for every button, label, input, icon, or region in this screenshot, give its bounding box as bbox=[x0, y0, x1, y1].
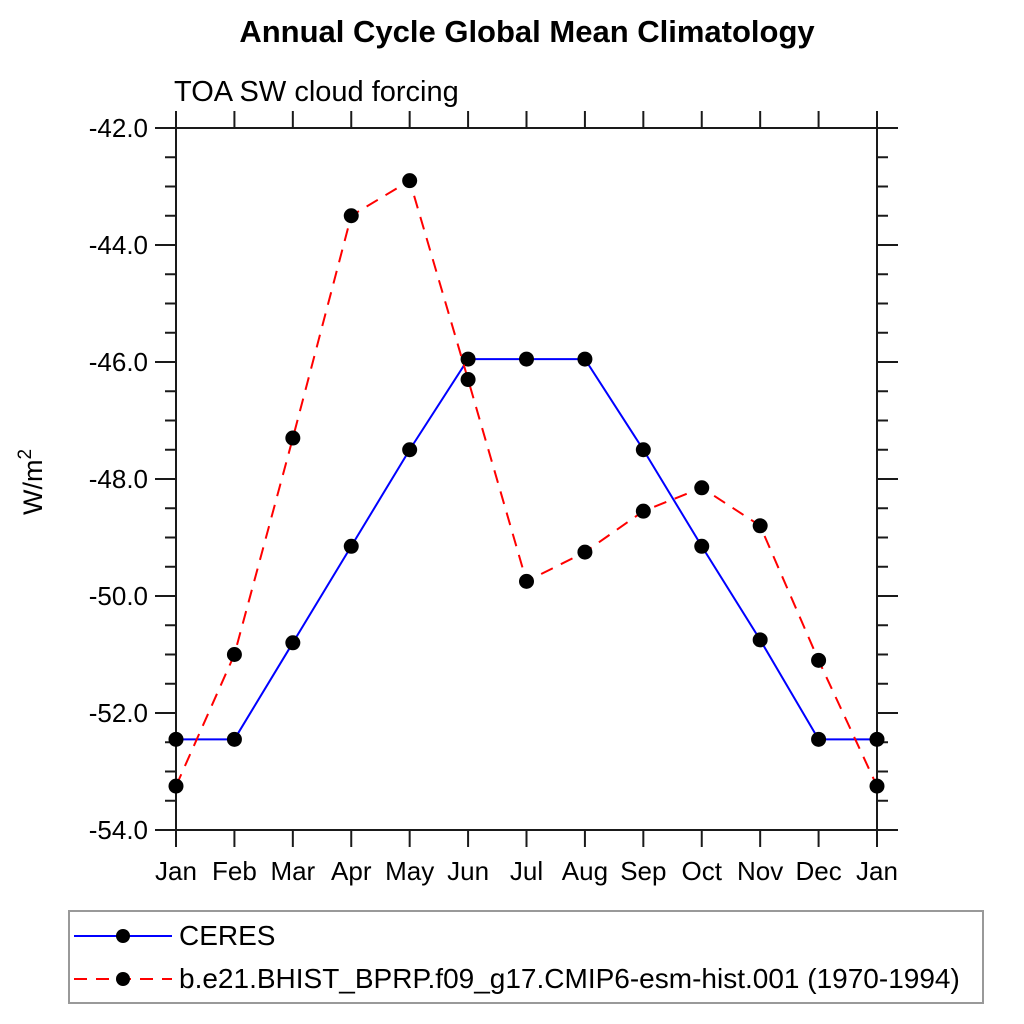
x-tick-label: Apr bbox=[331, 856, 372, 886]
data-point-marker bbox=[635, 503, 651, 519]
data-point-marker bbox=[869, 778, 885, 794]
data-point-marker bbox=[635, 442, 651, 458]
data-point-marker bbox=[694, 480, 710, 496]
data-point-marker bbox=[168, 731, 184, 747]
y-axis-title: W/m2 bbox=[15, 449, 48, 515]
y-tick-label: -52.0 bbox=[89, 698, 148, 728]
data-point-marker bbox=[402, 442, 418, 458]
x-tick-label: Nov bbox=[737, 856, 783, 886]
chart-subtitle: TOA SW cloud forcing bbox=[174, 76, 459, 108]
x-tick-label: Jan bbox=[856, 856, 898, 886]
x-tick-label: Dec bbox=[795, 856, 841, 886]
data-point-marker bbox=[577, 544, 593, 560]
x-tick-label: Mar bbox=[270, 856, 315, 886]
series-line-ceres bbox=[176, 358, 877, 741]
data-point-marker bbox=[343, 538, 359, 554]
legend-marker-dot-icon bbox=[116, 971, 130, 986]
plot-frame bbox=[175, 127, 878, 831]
y-tick-label: -50.0 bbox=[89, 581, 148, 611]
data-point-marker bbox=[343, 208, 359, 224]
x-tick-label: Jan bbox=[155, 856, 197, 886]
legend-line-sample-solid bbox=[74, 928, 172, 943]
legend-marker-dot-icon bbox=[116, 928, 130, 943]
data-point-marker bbox=[519, 573, 534, 589]
legend-label-ceres: CERES bbox=[179, 919, 276, 951]
data-point-marker bbox=[226, 647, 242, 662]
legend-item-model: b.e21.BHIST_BPRP.f09_g17.CMIP6-esm-hist.… bbox=[72, 957, 982, 1000]
chart-legend: CERES b.e21.BHIST_BPRP.f09_g17.CMIP6-esm… bbox=[68, 910, 984, 1004]
data-point-marker bbox=[577, 351, 593, 367]
legend-label-model: b.e21.BHIST_BPRP.f09_g17.CMIP6-esm-hist.… bbox=[179, 962, 960, 994]
x-tick-label: May bbox=[385, 856, 434, 886]
x-tick-label: Aug bbox=[562, 856, 608, 886]
data-point-marker bbox=[402, 173, 418, 189]
data-point-marker bbox=[460, 351, 476, 367]
series-line-model bbox=[175, 179, 878, 787]
x-tick-label: Oct bbox=[682, 856, 723, 886]
y-tick-label: -44.0 bbox=[89, 230, 148, 260]
x-tick-label: Feb bbox=[212, 856, 257, 886]
data-point-marker bbox=[811, 652, 827, 668]
data-point-marker bbox=[285, 430, 301, 446]
data-point-marker bbox=[694, 538, 710, 554]
y-tick-label: -42.0 bbox=[89, 113, 148, 143]
legend-item-ceres: CERES bbox=[72, 914, 982, 957]
chart-title: Annual Cycle Global Mean Climatology bbox=[239, 14, 815, 49]
data-point-marker bbox=[226, 731, 242, 747]
data-point-marker bbox=[460, 372, 476, 388]
data-point-marker bbox=[752, 632, 768, 648]
y-tick-label: -48.0 bbox=[89, 464, 148, 494]
data-point-marker bbox=[285, 635, 301, 651]
x-tick-label: Jul bbox=[510, 856, 543, 886]
x-tick-label: Sep bbox=[620, 856, 666, 886]
data-point-marker bbox=[168, 778, 184, 794]
y-tick-label: -54.0 bbox=[89, 815, 148, 845]
data-point-marker bbox=[519, 351, 534, 367]
data-point-marker bbox=[752, 518, 768, 534]
y-tick-label: -46.0 bbox=[89, 347, 148, 377]
x-tick-label: Jun bbox=[447, 856, 489, 886]
data-point-marker bbox=[869, 731, 885, 747]
data-point-marker bbox=[811, 731, 827, 747]
legend-line-sample-dashed bbox=[74, 971, 172, 986]
